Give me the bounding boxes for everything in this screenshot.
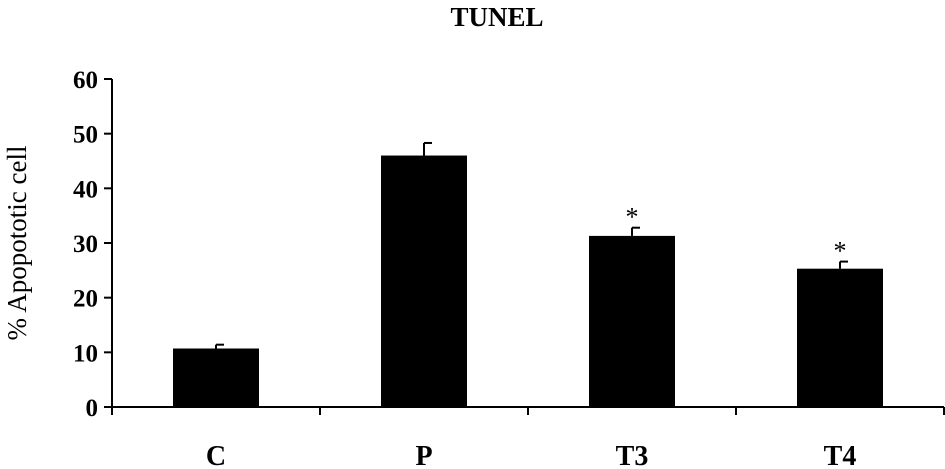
labels: 0 10 20 30 40 50 60 C P * T3 * T4	[73, 67, 856, 469]
bar-c	[173, 348, 259, 407]
bar-t3	[589, 235, 675, 407]
y-tick-label: 0	[86, 395, 99, 422]
significance-marker: *	[834, 237, 847, 266]
y-tick-label: 60	[73, 67, 98, 94]
y-axis-label: % Apopototic cell	[2, 146, 32, 341]
bar-p	[381, 155, 467, 407]
x-tick-label: T4	[824, 441, 857, 469]
y-tick-label: 20	[73, 286, 98, 313]
y-tick-label: 10	[73, 340, 98, 367]
y-tick-label: 40	[73, 176, 98, 203]
significance-marker: *	[626, 203, 639, 232]
x-tick-label: T3	[616, 441, 649, 469]
chart-title: TUNEL	[450, 2, 543, 32]
bars	[173, 141, 883, 407]
x-tick-label: P	[415, 441, 432, 469]
x-tick-label: C	[206, 441, 226, 469]
y-tick-label: 30	[73, 231, 98, 258]
y-tick-label: 50	[73, 122, 98, 149]
bar-t4	[797, 268, 883, 407]
